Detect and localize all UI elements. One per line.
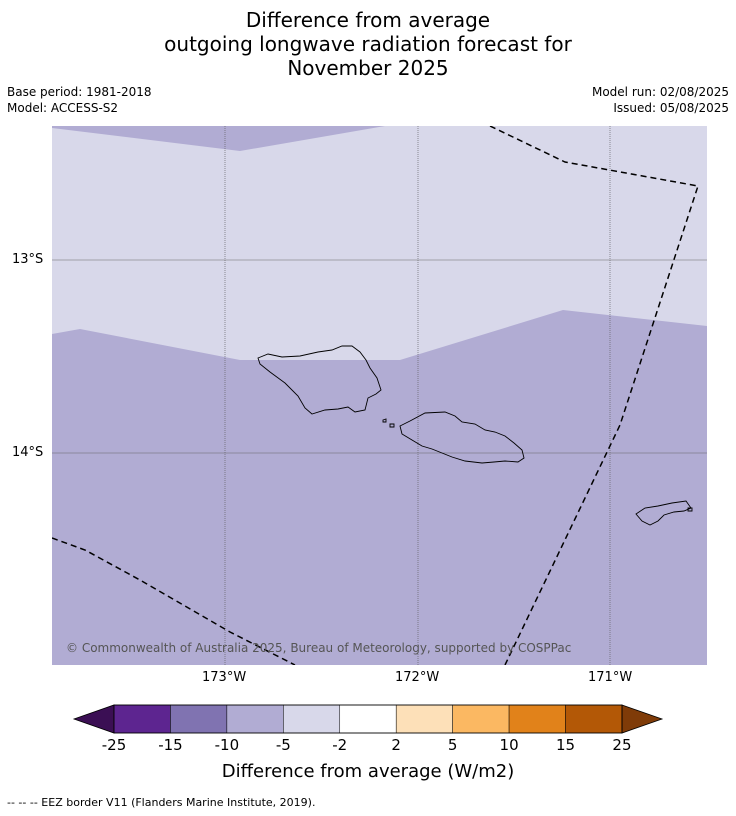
colorbar-bin-1 — [170, 704, 228, 734]
colorbar-tick-label: -25 — [101, 736, 127, 754]
model-name: Model: ACCESS-S2 — [7, 101, 119, 115]
colorbar-bin-3 — [283, 704, 341, 734]
islands — [257, 345, 693, 526]
lat-label-13s: 13°S — [12, 252, 44, 267]
title-line-3: November 2025 — [287, 56, 449, 80]
colorbar-title: Difference from average (W/m2) — [221, 761, 515, 782]
colorbar — [72, 704, 664, 734]
colorbar-bin-6 — [452, 704, 510, 734]
colorbar-tick-label: -5 — [275, 736, 291, 754]
lat-label-14s: 14°S — [12, 445, 44, 460]
lon-label-172w: 172°W — [395, 670, 440, 685]
model-run: Model run: 02/08/2025 — [591, 85, 729, 99]
lon-label-173w: 173°W — [202, 670, 247, 685]
colorbar-tick-label: 2 — [391, 736, 401, 754]
colorbar-tick-label: 15 — [555, 736, 576, 754]
colorbar-bin-0 — [113, 704, 171, 734]
colorbar-bin-2 — [226, 704, 284, 734]
issued-date: Issued: 05/08/2025 — [613, 101, 729, 115]
tutuila-island — [635, 500, 692, 526]
colorbar-bin-7 — [508, 704, 566, 734]
colorbar-tick-label: -15 — [158, 736, 183, 754]
base-period: Base period: 1981-2018 — [7, 85, 152, 99]
eez-border — [52, 126, 699, 665]
savaii-island — [257, 345, 382, 415]
map-panel — [52, 126, 707, 665]
colorbar-bin-4 — [339, 704, 397, 734]
anomaly-band-minus5-minus2 — [52, 126, 707, 360]
colorbar-bin-8 — [565, 704, 623, 734]
apolima-island — [389, 423, 395, 428]
colorbar-low-extend — [72, 704, 115, 734]
colorbar-high-extend — [621, 704, 664, 734]
colorbar-bin-5 — [395, 704, 453, 734]
colorbar-frame — [113, 704, 623, 734]
upolu-island — [399, 411, 525, 464]
colorbar-tick-label: 5 — [447, 736, 458, 754]
aunuu-island — [687, 507, 693, 512]
eez-legend-note: -- -- -- EEZ border V11 (Flanders Marine… — [7, 796, 316, 809]
title-line-1: Difference from average — [245, 8, 491, 32]
colorbar-tick-label: 25 — [612, 736, 632, 754]
lon-label-171w: 171°W — [588, 670, 633, 685]
title-line-2: outgoing longwave radiation forecast for — [164, 32, 572, 56]
copyright-note: © Commonwealth of Australia 2025, Bureau… — [66, 641, 572, 655]
latitude-gridlines — [52, 259, 707, 454]
colorbar-tick-label: -10 — [214, 736, 240, 754]
manono-island — [382, 418, 387, 423]
colorbar-tick-label: 10 — [499, 736, 519, 754]
colorbar-tick-label: -2 — [332, 736, 348, 754]
